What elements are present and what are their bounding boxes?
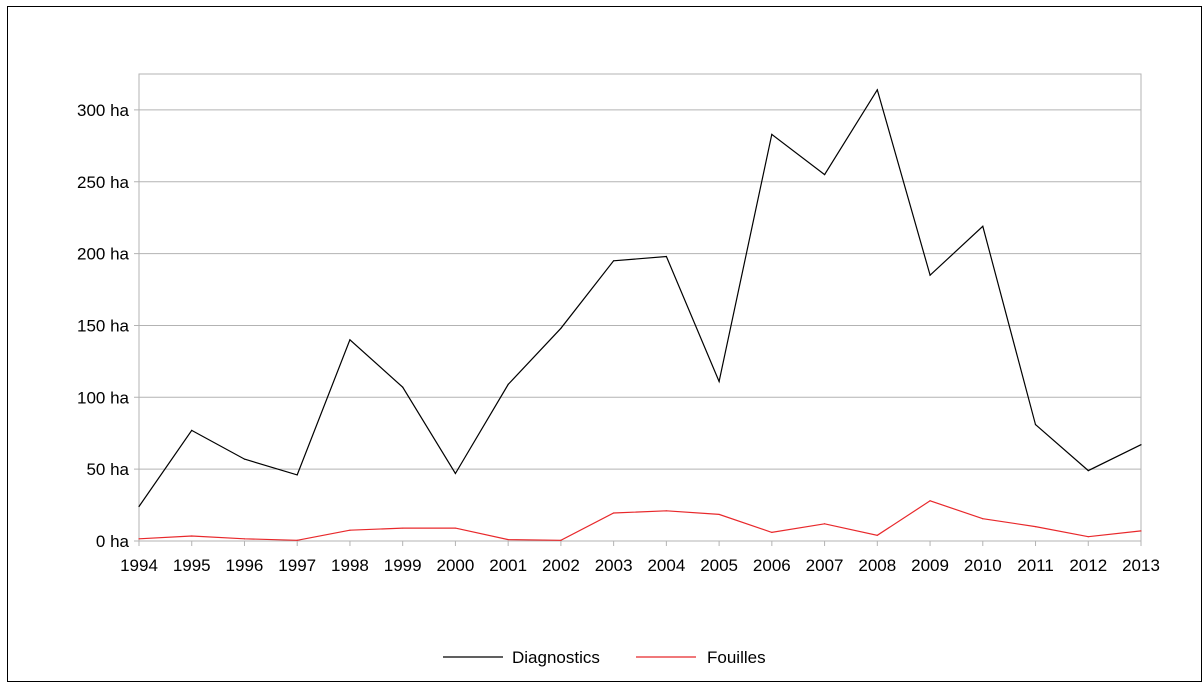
data-point-fouilles (507, 538, 509, 541)
x-tick-label: 1998 (331, 556, 369, 575)
tick-labels: 0 ha 50 ha 100 ha 150 ha 200 ha 250 ha 300 ha 1… (77, 101, 1160, 575)
x-tick-label: 2010 (964, 556, 1002, 575)
x-tick-label: 2003 (595, 556, 633, 575)
data-point-diagnostics (613, 260, 615, 262)
plot-area (138, 73, 1142, 542)
x-tick-label: 2002 (542, 556, 580, 575)
data-point-fouilles (402, 527, 404, 529)
legend-label-diagnostics: Diagnostics (512, 648, 600, 667)
data-point-fouilles (243, 538, 246, 540)
data-point-diagnostics (296, 474, 298, 476)
data-point-diagnostics (823, 173, 826, 176)
data-point-fouilles (771, 531, 773, 533)
x-tick-label: 1996 (226, 556, 264, 575)
series-lines (138, 88, 1142, 541)
series-line-diagnostics (138, 88, 1142, 507)
data-point-fouilles (138, 538, 140, 540)
data-point-diagnostics (402, 386, 404, 388)
data-point-fouilles (1087, 536, 1089, 538)
data-point-diagnostics (665, 255, 667, 258)
data-point-fouilles (665, 510, 667, 512)
x-tick-label: 2005 (700, 556, 738, 575)
x-tick-label: 1995 (173, 556, 211, 575)
data-point-diagnostics (929, 274, 931, 276)
data-point-diagnostics (243, 458, 246, 460)
data-point-fouilles (296, 539, 298, 541)
data-point-fouilles (982, 518, 984, 520)
y-tick-label: 100 ha (77, 388, 130, 407)
data-point-diagnostics (718, 380, 720, 383)
x-tick-label: 2007 (806, 556, 844, 575)
chart-frame: 0 ha 50 ha 100 ha 150 ha 200 ha 250 ha 300 ha 1… (7, 6, 1202, 682)
x-tick-label: 2012 (1069, 556, 1107, 575)
y-tick-label: 300 ha (77, 101, 130, 120)
data-point-diagnostics (1140, 444, 1142, 446)
data-point-diagnostics (1034, 424, 1037, 426)
data-point-fouilles (454, 527, 457, 529)
x-tick-label: 2013 (1122, 556, 1160, 575)
data-point-diagnostics (454, 472, 457, 475)
data-point-diagnostics (1087, 469, 1089, 472)
data-point-fouilles (1140, 530, 1142, 532)
x-tick-label: 1999 (384, 556, 422, 575)
series-line-fouilles (138, 500, 1142, 541)
data-point-diagnostics (138, 505, 140, 508)
legend-label-fouilles: Fouilles (707, 648, 766, 667)
x-tick-label: 2011 (1017, 556, 1054, 575)
data-point-fouilles (1034, 526, 1037, 528)
data-point-diagnostics (560, 327, 562, 329)
y-tick-label: 200 ha (77, 245, 130, 264)
axes (138, 73, 1142, 546)
x-tick-label: 1994 (120, 556, 158, 575)
data-point-diagnostics (876, 89, 878, 91)
data-point-fouilles (823, 523, 826, 525)
data-point-fouilles (560, 539, 562, 541)
y-tick-label: 250 ha (77, 173, 130, 192)
data-point-fouilles (613, 512, 615, 514)
data-point-fouilles (929, 500, 931, 502)
data-point-diagnostics (191, 429, 193, 431)
data-point-fouilles (191, 535, 193, 537)
x-tick-label: 2008 (858, 556, 896, 575)
x-tick-label: 2004 (647, 556, 685, 575)
y-tick-label: 0 ha (96, 532, 130, 551)
data-point-fouilles (718, 513, 720, 516)
line-chart: 0 ha 50 ha 100 ha 150 ha 200 ha 250 ha 300 ha 1… (77, 73, 1160, 667)
y-tick-label: 150 ha (77, 316, 130, 335)
data-point-diagnostics (349, 339, 351, 341)
gridlines (134, 109, 1141, 542)
data-point-diagnostics (507, 383, 509, 385)
legend: Diagnostics Fouilles (443, 648, 766, 667)
data-point-diagnostics (771, 133, 773, 135)
x-tick-label: 2000 (437, 556, 475, 575)
x-tick-label: 1997 (278, 556, 316, 575)
x-tick-label: 2009 (911, 556, 949, 575)
x-tick-label: 2006 (753, 556, 791, 575)
data-point-fouilles (876, 534, 878, 536)
data-point-fouilles (349, 529, 351, 531)
x-tick-label: 2001 (489, 556, 527, 575)
y-tick-label: 50 ha (86, 460, 129, 479)
data-point-diagnostics (982, 225, 984, 227)
